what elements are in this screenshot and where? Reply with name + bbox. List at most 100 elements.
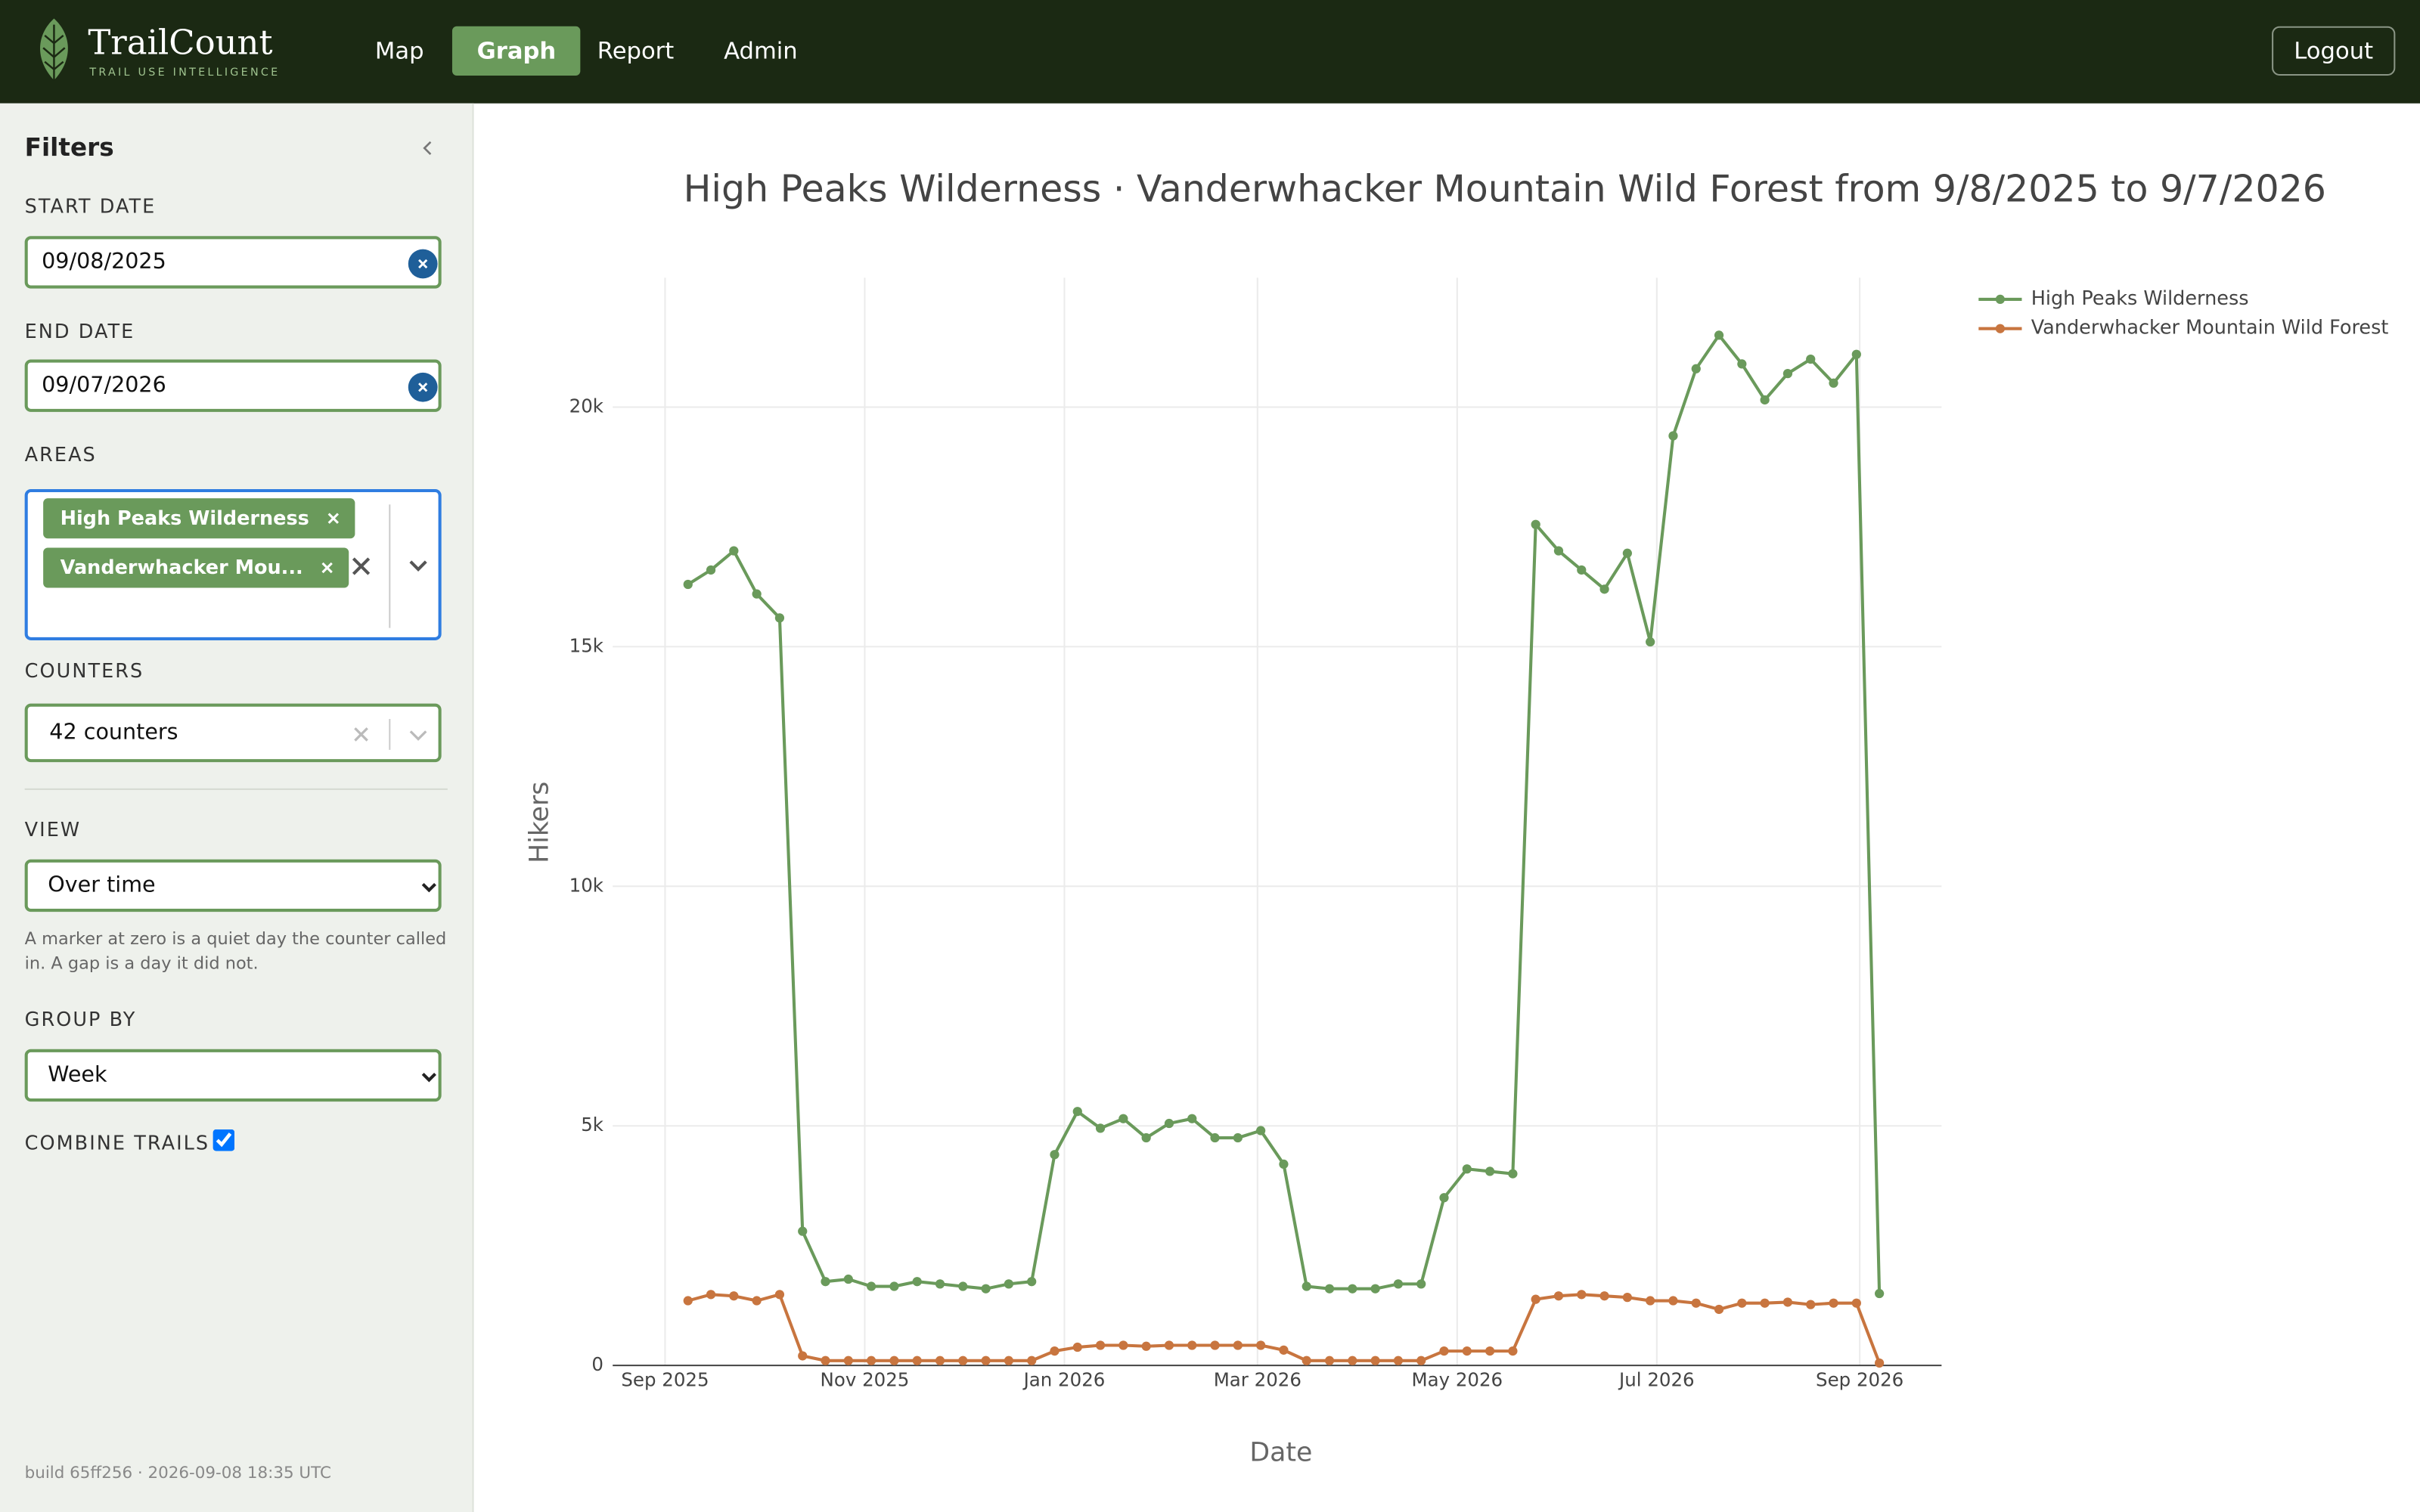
data-point <box>1439 1346 1449 1356</box>
dropdown-arrow <box>421 1072 436 1083</box>
area-chip[interactable]: Vanderwhacker Mou... <box>43 547 349 588</box>
data-point <box>889 1281 899 1291</box>
data-point <box>1164 1118 1174 1129</box>
data-point <box>935 1356 945 1365</box>
data-point <box>1279 1159 1289 1170</box>
data-point <box>912 1356 922 1365</box>
divider <box>389 504 391 628</box>
chip-remove[interactable] <box>321 562 334 574</box>
data-point <box>1004 1279 1014 1289</box>
counters-select[interactable]: 42 counters <box>24 703 442 763</box>
data-point <box>1416 1279 1426 1289</box>
data-point <box>774 1290 785 1300</box>
field-label: VIEW <box>24 817 82 841</box>
data-point <box>1210 1132 1220 1143</box>
data-point <box>1646 1296 1655 1306</box>
data-point <box>1691 1298 1701 1308</box>
dropdown-arrow[interactable] <box>408 559 430 574</box>
data-point <box>1622 1292 1632 1303</box>
field-label: AREAS <box>24 442 97 466</box>
logout-button[interactable]: Logout <box>2272 26 2396 76</box>
data-point <box>774 613 785 623</box>
data-point <box>1118 1340 1128 1350</box>
data-point <box>1553 546 1564 556</box>
field-label: COUNTERS <box>24 658 144 683</box>
nav-item[interactable]: Admin <box>724 36 798 65</box>
data-point <box>1027 1356 1037 1365</box>
data-point <box>1050 1150 1060 1160</box>
data-point <box>706 1290 716 1300</box>
end-date-input[interactable]: 09/07/2026 <box>24 359 442 412</box>
data-point <box>1348 1284 1357 1294</box>
build-info: build 65ff256 · 2026-09-08 18:35 UTC <box>24 1464 331 1483</box>
input-value: 09/07/2026 <box>42 373 166 398</box>
data-point <box>729 1291 739 1301</box>
field-label: GROUP BY <box>24 1007 137 1031</box>
nav-item[interactable]: Map <box>374 36 424 65</box>
y-tick-label: 10k <box>569 874 604 896</box>
data-point <box>1829 1298 1838 1308</box>
y-tick-label: 0 <box>591 1353 603 1375</box>
chart-title: High Peaks Wilderness · Vanderwhacker Mo… <box>684 168 2326 211</box>
data-point <box>1622 548 1632 558</box>
data-point <box>1782 1297 1793 1307</box>
field-label: END DATE <box>24 319 135 343</box>
clear-button[interactable] <box>353 727 368 742</box>
data-point <box>866 1281 876 1291</box>
data-point <box>1782 368 1793 379</box>
data-point <box>1072 1342 1082 1352</box>
divider <box>389 719 391 750</box>
data-point <box>1164 1340 1174 1350</box>
collapse-button[interactable] <box>418 139 436 157</box>
data-point <box>1485 1167 1495 1176</box>
data-point <box>1439 1193 1449 1203</box>
data-point <box>981 1356 991 1365</box>
data-point <box>843 1274 853 1284</box>
data-point <box>729 546 739 556</box>
data-point <box>843 1356 853 1365</box>
data-point <box>1806 354 1816 364</box>
data-point <box>1187 1340 1197 1350</box>
data-point <box>1118 1114 1128 1123</box>
data-point <box>1553 1291 1564 1301</box>
data-point <box>1256 1340 1266 1350</box>
start-date-input[interactable]: 09/08/2025 <box>24 236 442 289</box>
nav-item[interactable]: Report <box>597 36 675 65</box>
data-point <box>958 1356 968 1365</box>
view-select[interactable]: Over time <box>24 859 442 912</box>
data-point <box>1508 1169 1518 1179</box>
data-point <box>1714 1304 1724 1315</box>
x-axis-title: Date <box>1249 1437 1312 1467</box>
group-select[interactable]: Week <box>24 1049 442 1102</box>
chip-label: Vanderwhacker Mou... <box>60 555 303 579</box>
area-chip[interactable]: High Peaks Wilderness <box>43 498 356 539</box>
chip-remove[interactable] <box>327 513 340 525</box>
data-point <box>1737 359 1747 369</box>
data-point <box>1874 1358 1885 1368</box>
x-tick-label: Jan 2026 <box>1022 1369 1106 1391</box>
data-point <box>1462 1346 1472 1356</box>
nav-item[interactable]: Graph <box>451 26 581 76</box>
dropdown-arrow[interactable] <box>408 728 430 743</box>
y-axis-title: Hikers <box>524 782 554 863</box>
data-point <box>1302 1356 1311 1365</box>
data-point <box>1737 1298 1747 1308</box>
data-point <box>1829 378 1838 388</box>
areas-select[interactable]: High Peaks Wilderness Vanderwhacker Mou.… <box>24 488 442 640</box>
clear-all[interactable] <box>352 557 371 575</box>
separator <box>24 788 448 790</box>
clear-button[interactable] <box>408 372 439 403</box>
data-point <box>821 1356 830 1365</box>
chip-label: High Peaks Wilderness <box>60 506 309 529</box>
sidebar: Filters START DATE 09/08/2025 END DATE 0… <box>0 103 474 1512</box>
tagline: TRAIL USE INTELLIGENCE <box>89 66 281 79</box>
y-tick-label: 20k <box>569 395 604 417</box>
combine-checkbox[interactable] <box>213 1129 235 1151</box>
legend-swatch-dot <box>1995 324 2006 333</box>
field-label: START DATE <box>24 194 157 218</box>
data-point <box>1577 565 1587 575</box>
clear-button[interactable] <box>408 249 439 280</box>
field-label: COMBINE TRAILS <box>24 1130 210 1154</box>
dropdown-arrow <box>421 882 436 893</box>
